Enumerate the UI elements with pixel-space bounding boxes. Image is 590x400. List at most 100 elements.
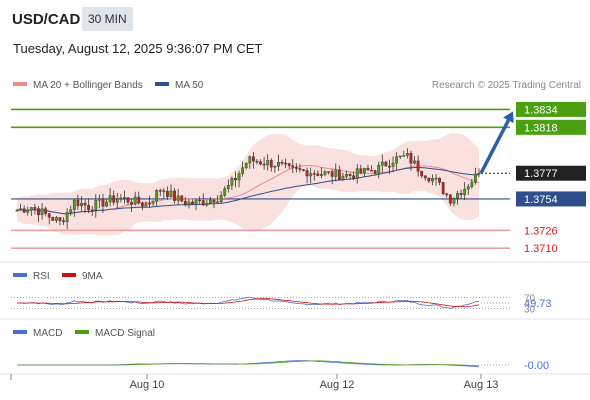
- candle-body: [65, 212, 69, 223]
- candle-body: [355, 168, 359, 179]
- candle-body: [441, 182, 445, 195]
- legend-rsi-ma: 9MA: [62, 271, 103, 283]
- legend-ma50: MA 50: [155, 80, 203, 92]
- rsi-last-label: 49.73: [524, 298, 552, 310]
- candle-body: [83, 202, 87, 206]
- candle-body: [366, 167, 370, 171]
- candle-body: [251, 156, 255, 162]
- candle-body: [187, 201, 191, 205]
- rsi-ma-swatch: [62, 273, 76, 278]
- candle-body: [255, 160, 259, 163]
- macd-signal-line: [17, 360, 480, 367]
- ma20-swatch: [13, 82, 27, 87]
- projection-arrow-shaft: [479, 119, 510, 175]
- candle-body: [459, 193, 463, 196]
- candle-body: [94, 200, 98, 211]
- candle-body: [474, 173, 477, 183]
- candle-body: [362, 167, 366, 174]
- candle-body: [112, 195, 116, 203]
- candle-body: [216, 201, 219, 203]
- candle-body: [477, 173, 481, 175]
- candle-body: [205, 203, 209, 206]
- candle-body: [334, 169, 338, 177]
- candle-body: [359, 168, 363, 174]
- level-label-pivot: 1.3754: [524, 194, 558, 206]
- candle-body: [323, 171, 327, 175]
- candle-body: [456, 193, 459, 199]
- candle-body: [212, 199, 216, 203]
- legend-rsi-ma-label: 9MA: [82, 271, 103, 282]
- candle-body: [431, 178, 434, 182]
- candle-body: [19, 208, 22, 211]
- candle-body: [305, 170, 309, 177]
- symbol-title: USD/CAD: [12, 11, 81, 28]
- candle-body: [223, 188, 227, 196]
- candle-body: [226, 185, 230, 190]
- candle-body: [345, 174, 348, 177]
- candle-body: [234, 178, 237, 181]
- candle-body: [180, 195, 184, 202]
- candle-body: [309, 173, 313, 177]
- legend-macd-label: MACD: [33, 328, 63, 339]
- candle-body: [173, 190, 176, 201]
- candle-body: [230, 178, 234, 186]
- candle-body: [219, 195, 223, 202]
- candle-body: [47, 213, 51, 218]
- timeframe-button[interactable]: 30 MIN: [82, 7, 133, 31]
- candle-body: [380, 161, 384, 166]
- candle-body: [119, 197, 123, 200]
- candle-body: [294, 167, 298, 169]
- projection-arrow-head: [503, 111, 514, 124]
- time-axis-label: Aug 12: [320, 379, 355, 391]
- candle-body: [37, 208, 40, 216]
- level-tag-resistance-1: [516, 119, 586, 135]
- bollinger-band: [17, 133, 479, 236]
- candle-body: [158, 190, 162, 192]
- candle-body: [101, 198, 105, 207]
- candle-body: [280, 162, 284, 164]
- candle-body: [405, 153, 409, 156]
- candle-body: [244, 162, 248, 168]
- candle-body: [115, 198, 119, 203]
- candle-body: [162, 190, 166, 192]
- candle-body: [130, 202, 134, 205]
- legend-ma50-label: MA 50: [175, 80, 204, 91]
- candle-body: [151, 200, 155, 204]
- ma50-line: [16, 167, 480, 215]
- candle-body: [90, 209, 94, 212]
- candle-body: [262, 163, 266, 166]
- candle-body: [470, 182, 474, 187]
- candle-body: [287, 163, 291, 166]
- candle-body: [423, 175, 427, 179]
- candle-body: [402, 155, 406, 157]
- candle-body: [409, 153, 413, 164]
- candle-body: [40, 208, 44, 216]
- candle-body: [194, 199, 198, 205]
- candle-body: [87, 205, 91, 211]
- candle-body: [395, 156, 399, 164]
- candle-body: [237, 173, 241, 181]
- candle-body: [208, 199, 212, 204]
- legend-macd-signal: MACD Signal: [75, 328, 155, 340]
- candle-body: [327, 171, 330, 173]
- candle-body: [384, 161, 388, 167]
- legend-ma20: MA 20 + Bollinger Bands: [13, 80, 143, 92]
- candle-body: [413, 160, 416, 164]
- chart-header: USD/CAD 30 MIN: [0, 0, 590, 40]
- candle-body: [248, 156, 252, 164]
- candle-body: [398, 155, 402, 158]
- candle-body: [337, 169, 341, 180]
- candle-body: [69, 209, 73, 213]
- candle-body: [330, 171, 334, 177]
- candle-body: [29, 207, 33, 211]
- candle-body: [438, 177, 442, 183]
- rsi-ma-line: [16, 298, 480, 307]
- candle-body: [133, 196, 137, 205]
- candle-body: [105, 201, 108, 207]
- macd-swatch: [13, 330, 27, 335]
- legend-macd: MACD: [13, 328, 62, 340]
- candle-body: [298, 168, 302, 170]
- candle-body: [341, 176, 345, 180]
- macd-last-label: -0.00: [524, 360, 549, 372]
